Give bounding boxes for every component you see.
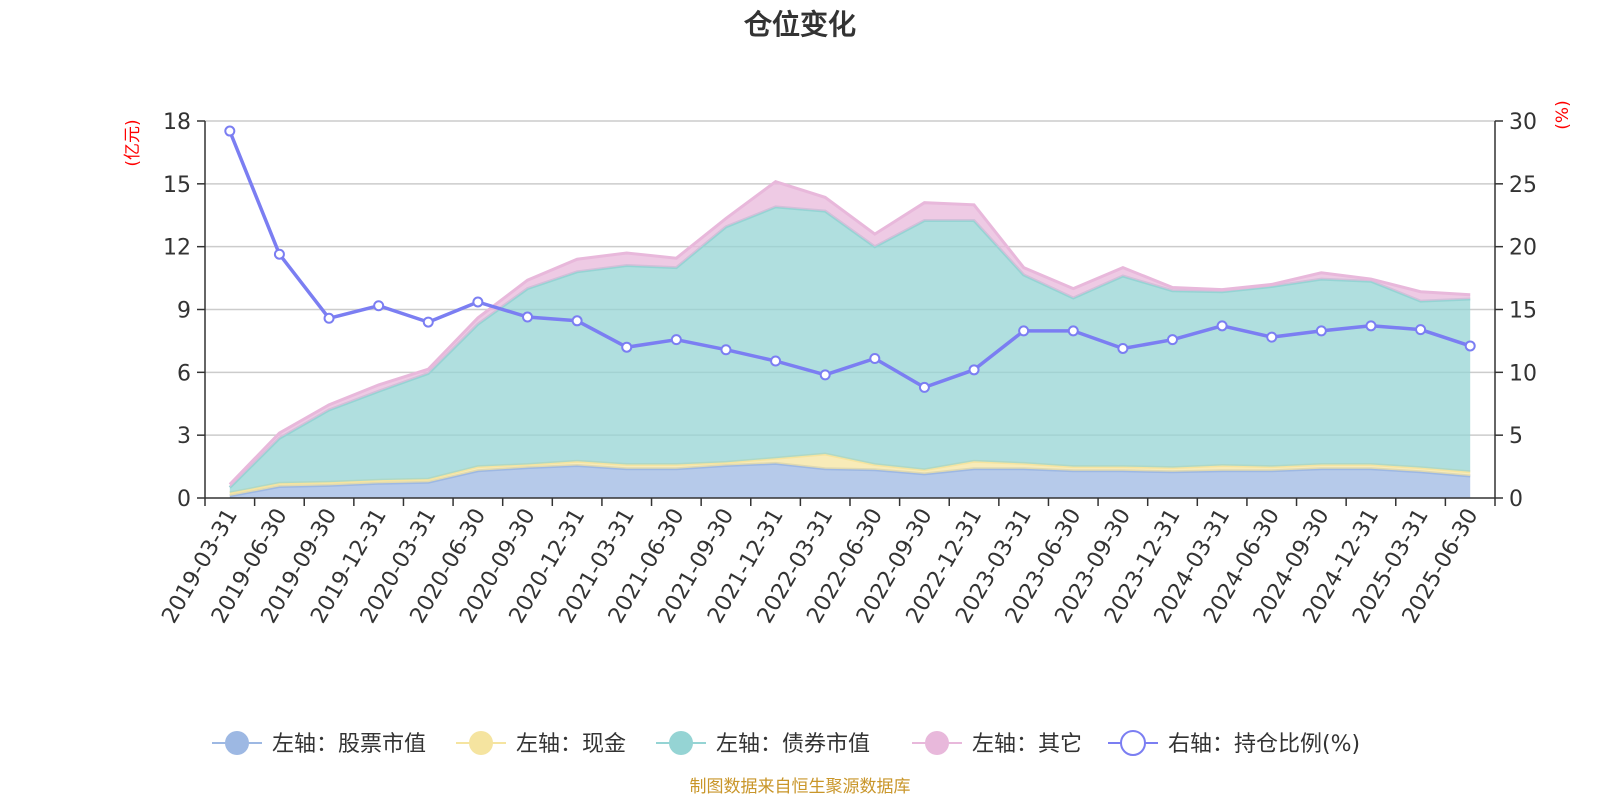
left-tick-label: 9	[177, 299, 191, 324]
legend-marker	[669, 731, 693, 755]
right-tick-label: 10	[1509, 361, 1537, 386]
ratio-point	[1266, 331, 1278, 343]
area-edge-左轴：其它	[228, 180, 1471, 486]
right-axis-unit: (%)	[1553, 100, 1573, 129]
area-左轴：债券市值	[229, 206, 1471, 493]
left-tick-label: 18	[163, 110, 191, 135]
ratio-line	[228, 130, 1471, 390]
left-tick-label: 12	[163, 236, 191, 261]
right-tick-label: 25	[1509, 173, 1537, 198]
ratio-line-layer	[224, 125, 1476, 393]
chart-title: 仓位变化	[744, 8, 856, 41]
ratio-point	[1464, 340, 1476, 352]
ratio-point	[621, 341, 633, 353]
ratio-point	[1117, 342, 1129, 354]
legend-label: 左轴：股票市值	[272, 732, 426, 757]
ratio-point	[273, 248, 285, 260]
ratio-point	[670, 334, 682, 346]
right-tick-label: 30	[1509, 110, 1537, 135]
right-tick-label: 5	[1509, 424, 1523, 449]
ratio-point	[224, 125, 236, 137]
ratio-point	[819, 369, 831, 381]
ratio-point	[968, 364, 980, 376]
left-axis-unit: (亿元)	[123, 119, 143, 166]
ratio-point	[373, 300, 385, 312]
ratio-point	[1315, 325, 1327, 337]
legend-marker	[469, 731, 493, 755]
ratio-point	[1216, 320, 1228, 332]
legend-label: 左轴：其它	[972, 732, 1082, 757]
ratio-point	[1415, 324, 1427, 336]
legend-label: 右轴：持仓比例(%)	[1168, 732, 1360, 757]
ratio-point	[1167, 334, 1178, 346]
legend-marker	[925, 731, 949, 755]
right-tick-label: 15	[1509, 299, 1537, 324]
left-tick-label: 6	[177, 361, 191, 386]
stacked-areas	[228, 180, 1471, 498]
right-tick-label: 0	[1509, 487, 1523, 512]
ratio-point	[472, 296, 484, 308]
legend-label: 左轴：债券市值	[716, 732, 870, 757]
ratio-point	[869, 353, 881, 365]
left-tick-label: 15	[163, 173, 191, 198]
ratio-point	[1365, 320, 1377, 332]
legend: 左轴：股票市值 左轴：现金 左轴：债券市值 左轴：其它 右轴：持仓比例(%)	[212, 730, 1360, 757]
ratio-point	[770, 355, 782, 367]
right-tick-label: 20	[1509, 236, 1537, 261]
ratio-point	[1067, 325, 1079, 337]
ratio-point	[571, 315, 583, 327]
ratio-point	[1018, 325, 1030, 337]
ratio-point	[422, 316, 434, 328]
ratio-point	[918, 381, 930, 393]
ratio-point	[522, 311, 533, 323]
legend-marker	[225, 731, 249, 755]
left-tick-label: 3	[177, 424, 191, 449]
source-note: 制图数据来自恒生聚源数据库	[690, 777, 911, 797]
legend-marker	[1120, 730, 1146, 756]
left-tick-label: 0	[177, 487, 191, 512]
ratio-point	[323, 312, 335, 324]
legend-label: 左轴：现金	[516, 732, 626, 757]
ratio-point	[720, 344, 732, 356]
